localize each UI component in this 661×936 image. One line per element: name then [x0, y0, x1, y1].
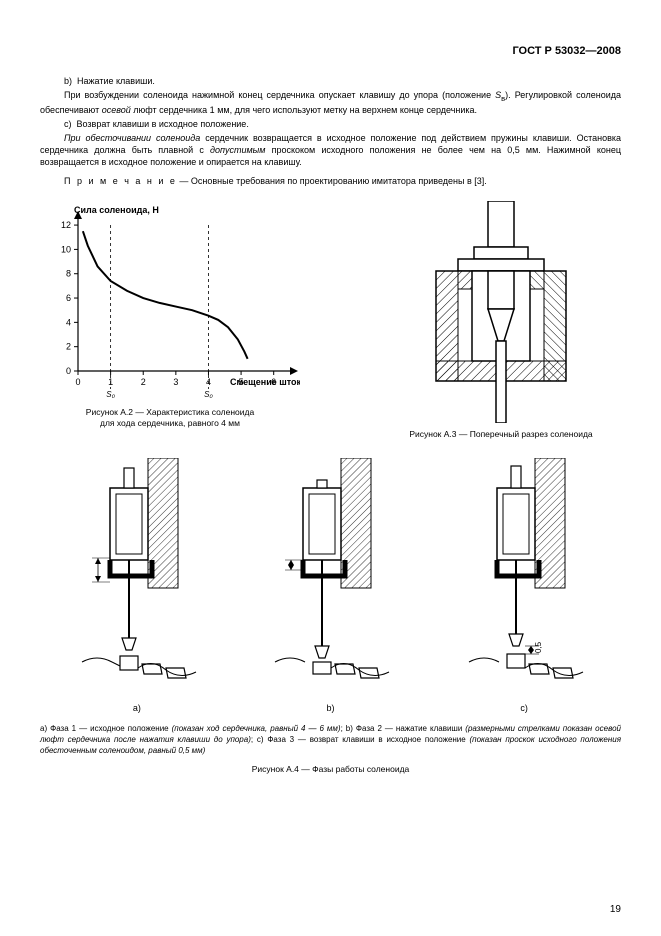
svg-text:S₀: S₀ — [204, 390, 213, 399]
caption-a4: Рисунок А.4 — Фазы работы соленоида — [40, 764, 621, 775]
para-b-desc: При возбуждении соленоида нажимной конец… — [40, 89, 621, 116]
text: ; c) Фаза 3 — возврат клавиши в исходное… — [251, 735, 470, 744]
page-number: 19 — [610, 903, 621, 917]
text: ; b) Фаза 2 — нажатие клавиши — [341, 724, 466, 733]
svg-text:6: 6 — [66, 293, 71, 303]
figure-a4-row: a) — [40, 458, 621, 714]
dim-05: 0,5 — [534, 641, 543, 653]
doc-header: ГОСТ Р 53032—2008 — [40, 44, 621, 59]
svg-text:8: 8 — [66, 268, 71, 278]
note: П р и м е ч а н и е — Основные требовани… — [40, 175, 621, 187]
figure-a2: 0246810120123456Сила соленоида, НСмещени… — [40, 201, 300, 440]
caption-a3: Рисунок А.3 — Поперечный разрез соленоид… — [381, 429, 621, 440]
svg-text:2: 2 — [66, 341, 71, 351]
italic-term: осевой — [102, 105, 131, 115]
figure-a3: Рисунок А.3 — Поперечный разрез соленоид… — [381, 201, 621, 440]
text: люфт сердечника 1 мм, для чего использую… — [131, 105, 477, 115]
svg-text:Смещение штока, мм: Смещение штока, мм — [230, 377, 300, 387]
svg-text:0: 0 — [75, 377, 80, 387]
svg-text:S₀: S₀ — [106, 390, 115, 399]
chart-svg: 0246810120123456Сила соленоида, НСмещени… — [40, 201, 300, 401]
svg-text:4: 4 — [66, 317, 71, 327]
svg-text:2: 2 — [141, 377, 146, 387]
phase-c: 0,5 c) — [444, 458, 604, 714]
italic-term: При обесточивании соленоида — [64, 133, 200, 143]
caption-a2: Рисунок А.2 — Характеристика соленоида д… — [40, 407, 300, 429]
italic-text: (показан ход сердечника, равный 4 — 6 мм… — [172, 724, 341, 733]
body-text: b) Нажатие клавиши. При возбуждении соле… — [40, 75, 621, 187]
figure-a4-footnote: a) Фаза 1 — исходное положение (показан … — [40, 724, 621, 756]
para-b: b) Нажатие клавиши. — [40, 75, 621, 87]
svg-text:12: 12 — [61, 220, 71, 230]
svg-text:0: 0 — [66, 366, 71, 376]
phase-label-c: c) — [444, 702, 604, 714]
svg-text:10: 10 — [61, 244, 71, 254]
note-text: — Основные требования по проектированию … — [177, 176, 487, 186]
phase-label-a: a) — [57, 702, 217, 714]
caption-line: Рисунок А.2 — Характеристика соленоида — [86, 407, 254, 417]
phase-label-b: b) — [250, 702, 410, 714]
para-c-desc: При обесточивании соленоида сердечник во… — [40, 132, 621, 168]
phase-a: a) — [57, 458, 217, 714]
phase-b: b) — [250, 458, 410, 714]
note-label: П р и м е ч а н и е — [64, 176, 177, 186]
text: a) Фаза 1 — исходное положение — [40, 724, 172, 733]
para-c: c) Возврат клавиши в исходное положение. — [40, 118, 621, 130]
svg-text:Сила соленоида, Н: Сила соленоида, Н — [74, 205, 159, 215]
italic-term: допустимым — [210, 145, 265, 155]
caption-line: для хода сердечника, равного 4 мм — [100, 418, 240, 428]
cross-section-svg — [396, 201, 606, 423]
text: При возбуждении соленоида нажимной конец… — [64, 90, 495, 100]
svg-text:3: 3 — [173, 377, 178, 387]
